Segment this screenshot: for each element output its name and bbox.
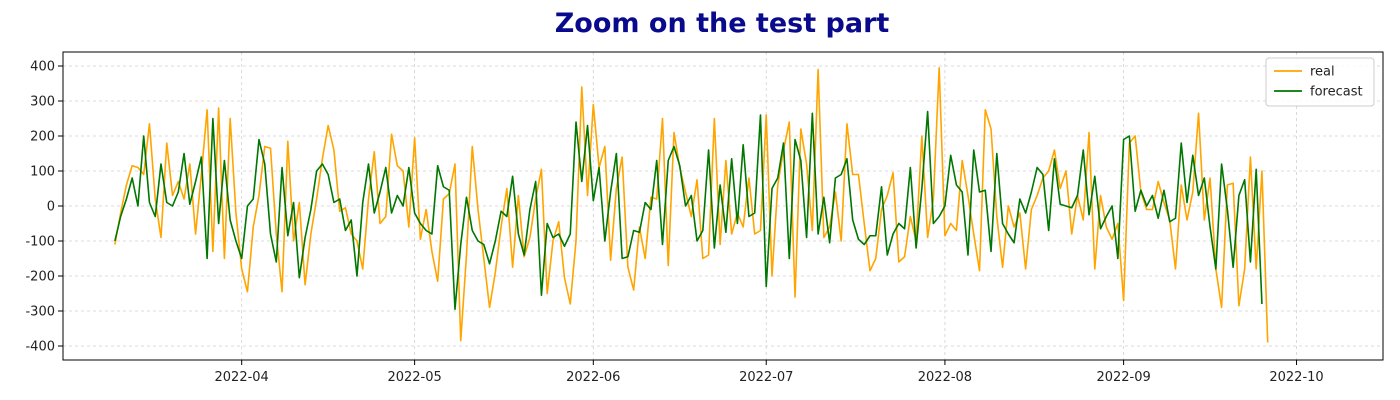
series-line-forecast [114, 110, 1263, 311]
chart-title: Zoom on the test part [554, 8, 890, 39]
legend-label-forecast: forecast [1310, 85, 1363, 100]
x-tick-label: 2022-09 [1096, 370, 1150, 385]
y-tick-label: -300 [25, 305, 55, 320]
y-tick-label: 300 [30, 95, 55, 110]
x-tick-label: 2022-06 [566, 370, 620, 385]
y-tick-label: 0 [47, 200, 55, 215]
legend-box [1265, 57, 1375, 107]
x-tick-label: 2022-08 [918, 370, 972, 385]
legend-label-real: real [1310, 65, 1335, 80]
series-line-real [114, 66, 1269, 343]
series-lines [114, 66, 1269, 343]
y-tick-label: -200 [25, 270, 55, 285]
legend: real forecast [1265, 57, 1375, 107]
y-tick-label: -100 [25, 235, 55, 250]
x-tick-label: 2022-10 [1269, 370, 1323, 385]
x-tick-label: 2022-05 [387, 370, 441, 385]
y-tick-label: 100 [30, 165, 55, 180]
y-tick-label: 400 [30, 60, 55, 75]
axes: 400 300 200 100 0 -100 -200 -300 -400 2022-04 2022… [25, 60, 1323, 386]
y-tick-label: 200 [30, 130, 55, 145]
grid [63, 52, 1383, 360]
y-tick-label: -400 [25, 340, 55, 355]
x-tick-label: 2022-07 [739, 370, 793, 385]
x-tick-label: 2022-04 [215, 370, 269, 385]
